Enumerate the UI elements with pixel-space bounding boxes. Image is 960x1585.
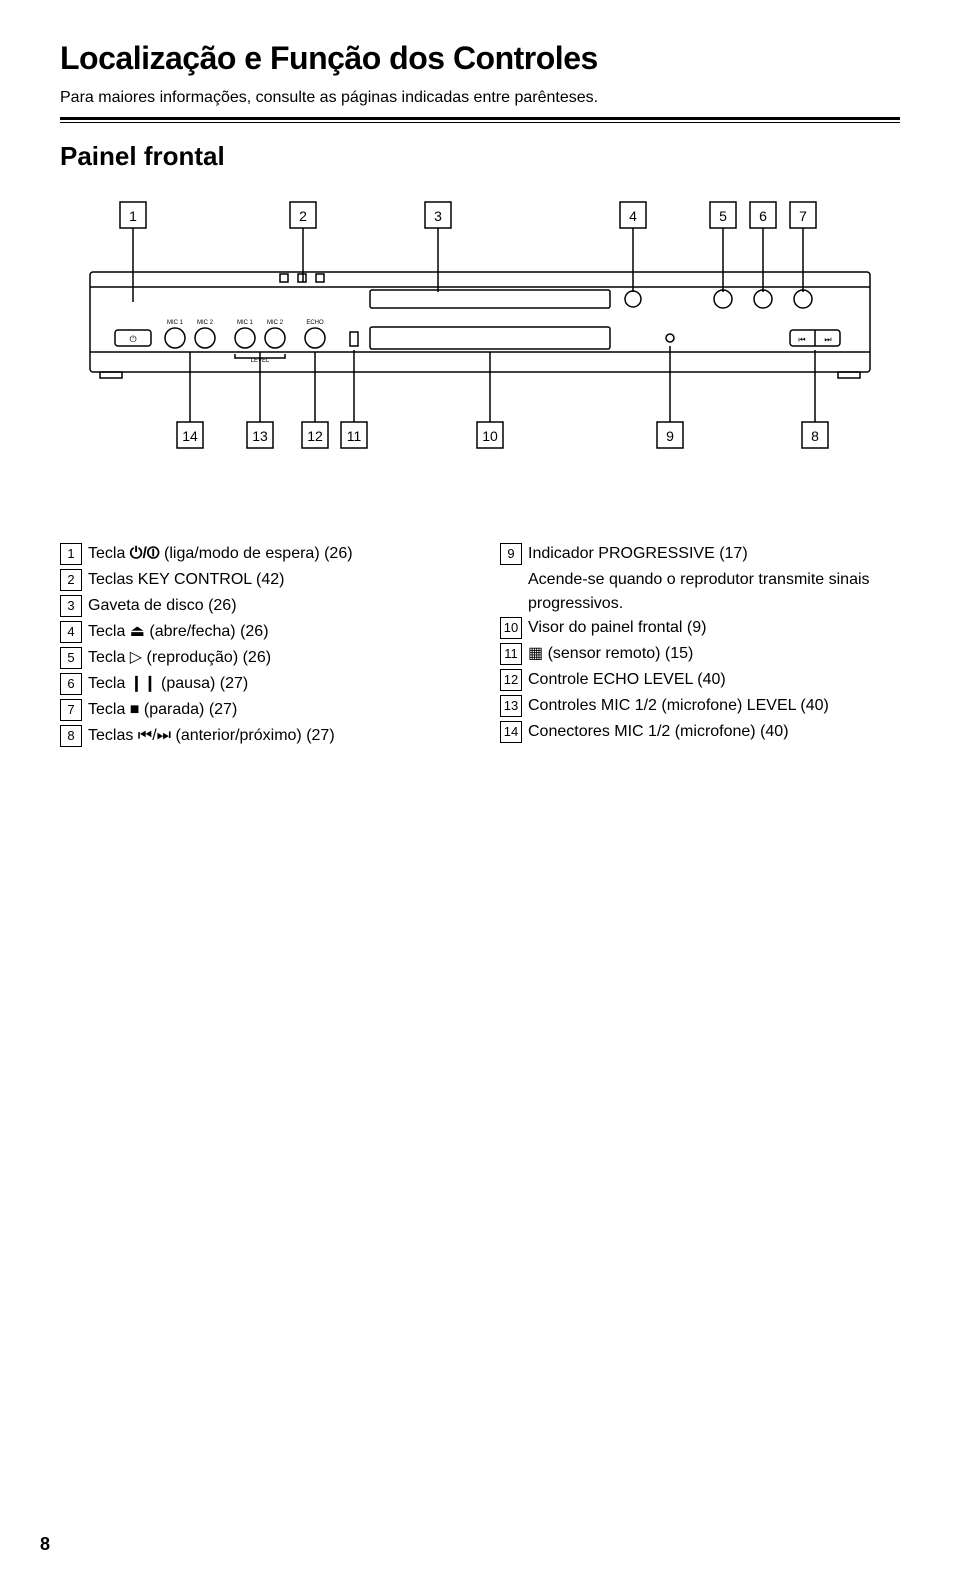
svg-text:9: 9 [666,428,674,444]
legend-number: 5 [60,647,82,669]
legend-text: Tecla ⏏ (abre/fecha) (26) [88,620,460,644]
page-number: 8 [40,1534,50,1555]
legend-text: Conectores MIC 1/2 (microfone) (40) [528,720,900,744]
legend-subtext: Acende-se quando o reprodutor transmite … [528,568,900,616]
svg-text:MIC 2: MIC 2 [197,320,214,326]
svg-text:⏭: ⏭ [824,335,831,344]
svg-text:⏻: ⏻ [129,334,136,344]
legend-text: Tecla ⏻/⏼ (liga/modo de espera) (26) [88,542,460,566]
legend-text: Controle ECHO LEVEL (40) [528,668,900,692]
legend-number: 11 [500,643,522,665]
svg-text:7: 7 [799,208,807,224]
legend-number: 10 [500,617,522,639]
svg-text:⏮: ⏮ [798,335,805,344]
legend-number: 3 [60,595,82,617]
legend-item: 10 Visor do painel frontal (9) [500,616,900,640]
legend-number: 13 [500,695,522,717]
legend-left: 1 Tecla ⏻/⏼ (liga/modo de espera) (26) 2 Te… [60,542,460,750]
legend-item: 6 Tecla ❙❙ (pausa) (27) [60,672,460,696]
legend-text: Indicador PROGRESSIVE (17) [528,542,900,566]
svg-text:12: 12 [307,428,323,444]
legend-number: 6 [60,673,82,695]
section-heading: Painel frontal [60,141,900,172]
legend-item: 14 Conectores MIC 1/2 (microfone) (40) [500,720,900,744]
svg-text:11: 11 [347,428,362,444]
svg-text:3: 3 [434,208,442,224]
legend-text: ▦ (sensor remoto) (15) [528,642,900,666]
legend-item: 4 Tecla ⏏ (abre/fecha) (26) [60,620,460,644]
legend-item: 2 Teclas KEY CONTROL (42) [60,568,460,592]
svg-text:13: 13 [252,428,268,444]
legend-text: Tecla ▷ (reprodução) (26) [88,646,460,670]
legend-item: 7 Tecla ■ (parada) (27) [60,698,460,722]
page-title: Localização e Função dos Controles [60,40,900,77]
legend-text: Controles MIC 1/2 (microfone) LEVEL (40) [528,694,900,718]
svg-text:4: 4 [629,208,637,224]
legend-number: 9 [500,543,522,565]
legend-text: Teclas ⏮/⏭ (anterior/próximo) (27) [88,724,460,748]
svg-text:14: 14 [182,428,198,444]
legend-item: 13 Controles MIC 1/2 (microfone) LEVEL (4… [500,694,900,718]
svg-text:10: 10 [482,428,498,444]
legend-item: 8 Teclas ⏮/⏭ (anterior/próximo) (27) [60,724,460,748]
legend-text: Visor do painel frontal (9) [528,616,900,640]
legend-item: 5 Tecla ▷ (reprodução) (26) [60,646,460,670]
legend-item: 9 Indicador PROGRESSIVE (17) [500,542,900,566]
legend-item: 11 ▦ (sensor remoto) (15) [500,642,900,666]
legend-number: 8 [60,725,82,747]
svg-text:8: 8 [811,428,819,444]
svg-text:2: 2 [299,208,307,224]
legend-number: 12 [500,669,522,691]
subtitle: Para maiores informações, consulte as pá… [60,89,900,107]
legend-item: 3 Gaveta de disco (26) [60,594,460,618]
svg-text:MIC 1: MIC 1 [237,320,254,326]
legend-number: 4 [60,621,82,643]
svg-text:MIC 2: MIC 2 [267,320,284,326]
legend-text: Tecla ■ (parada) (27) [88,698,460,722]
legend-number: 14 [500,721,522,743]
svg-text:MIC 1: MIC 1 [167,320,184,326]
legend-number: 7 [60,699,82,721]
legend-right: 9 Indicador PROGRESSIVE (17)Acende-se qua… [500,542,900,750]
svg-text:ECHO: ECHO [306,320,324,326]
front-panel-diagram: 1 2 3 4 5 6 7 [60,192,900,512]
legend-item: 12 Controle ECHO LEVEL (40) [500,668,900,692]
legend-columns: 1 Tecla ⏻/⏼ (liga/modo de espera) (26) 2 Te… [60,542,900,750]
svg-text:1: 1 [129,208,137,224]
svg-text:6: 6 [759,208,767,224]
legend-item: 1 Tecla ⏻/⏼ (liga/modo de espera) (26) [60,542,460,566]
svg-text:5: 5 [719,208,727,224]
legend-number: 1 [60,543,82,565]
legend-text: Gaveta de disco (26) [88,594,460,618]
legend-text: Tecla ❙❙ (pausa) (27) [88,672,460,696]
legend-text: Teclas KEY CONTROL (42) [88,568,460,592]
divider [60,117,900,123]
legend-number: 2 [60,569,82,591]
